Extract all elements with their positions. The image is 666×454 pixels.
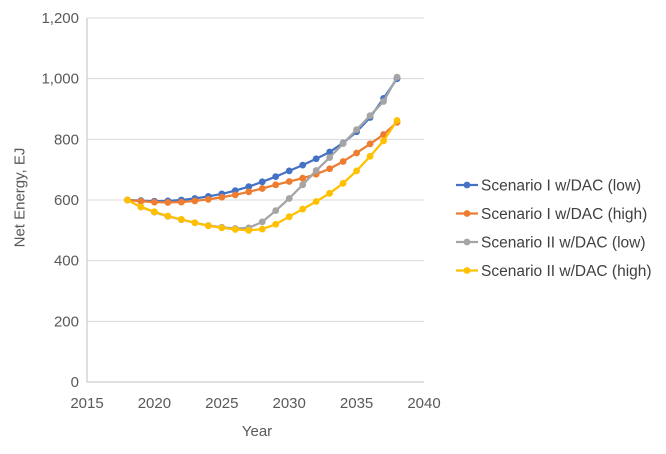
series-marker-scenario-ii-w-dac-high-2038 [393,117,401,124]
series-marker-scenario-i-w-dac-high-2024 [204,195,212,203]
series-marker-scenario-i-w-dac-high-2028 [258,185,266,192]
series-marker-scenario-ii-w-dac-high-2029 [272,220,280,228]
series-marker-scenario-ii-w-dac-high-2033 [326,189,334,197]
series-marker-scenario-i-w-dac-high-2021 [164,199,172,206]
x-tick-label-2030: 2030 [273,395,306,412]
y-tick-label-400: 400 [54,253,79,270]
series-marker-scenario-ii-w-dac-high-2027 [245,226,253,234]
series-marker-scenario-ii-w-dac-low-2028 [258,218,266,226]
series-marker-scenario-i-w-dac-low-2028 [258,178,266,186]
legend-label-scenario-i-w-dac-high: Scenario I w/DAC (high) [481,206,647,223]
series-marker-scenario-ii-w-dac-low-2035 [353,126,360,134]
series-marker-scenario-ii-w-dac-low-2034 [339,140,347,147]
series-marker-scenario-i-w-dac-high-2026 [231,191,239,199]
series-marker-scenario-ii-w-dac-high-2030 [285,213,293,221]
series-marker-scenario-ii-w-dac-high-2018 [124,196,131,204]
series-marker-scenario-i-w-dac-high-2022 [177,198,185,206]
series-marker-scenario-ii-w-dac-low-2037 [380,98,387,105]
series-marker-scenario-i-w-dac-high-2031 [299,174,307,182]
series-marker-scenario-i-w-dac-high-2036 [366,140,374,148]
series-marker-scenario-i-w-dac-high-2034 [339,158,347,165]
series-marker-scenario-i-w-dac-high-2023 [191,197,199,205]
series-marker-scenario-ii-w-dac-low-2032 [312,167,320,174]
series-marker-scenario-i-w-dac-high-2030 [285,178,293,185]
series-marker-scenario-i-w-dac-high-2019 [137,197,145,205]
series-marker-scenario-ii-w-dac-low-2038 [393,73,401,81]
y-tick-label-600: 600 [54,192,79,209]
legend-label-scenario-ii-w-dac-high: Scenario II w/DAC (high) [481,263,652,280]
legend-label-scenario-i-w-dac-low: Scenario I w/DAC (low) [481,178,641,195]
legend-item-scenario-ii-w-dac-high: Scenario II w/DAC (high) [456,263,652,280]
series-marker-scenario-ii-w-dac-high-2024 [204,222,212,230]
series-marker-scenario-ii-w-dac-low-2036 [366,112,374,120]
legend-item-scenario-ii-w-dac-low: Scenario II w/DAC (low) [456,235,646,252]
x-axis-title: Year [241,423,273,440]
series-marker-scenario-ii-w-dac-low-2030 [285,195,293,202]
x-tick-label-2015: 2015 [70,395,103,412]
series-marker-scenario-ii-w-dac-high-2022 [177,216,185,223]
legend-marker-dot-scenario-ii-w-dac-low [463,238,471,246]
series-marker-scenario-i-w-dac-low-2032 [312,155,320,163]
series-marker-scenario-i-w-dac-high-2037 [380,131,387,138]
series-marker-scenario-ii-w-dac-high-2023 [191,219,199,227]
series-marker-scenario-i-w-dac-high-2033 [326,165,334,173]
series-marker-scenario-ii-w-dac-high-2037 [380,137,387,145]
y-tick-label-200: 200 [54,313,79,330]
series-marker-scenario-ii-w-dac-high-2020 [151,208,158,216]
legend-marker-dot-scenario-ii-w-dac-high [463,267,471,274]
y-axis-title: Net Energy, EJ [11,147,29,248]
y-tick-label-1,200: 1,200 [41,10,79,27]
series-marker-scenario-i-w-dac-high-2029 [272,181,280,189]
series-marker-scenario-ii-w-dac-high-2031 [299,205,307,213]
series-marker-scenario-i-w-dac-high-2025 [218,193,226,201]
series-marker-scenario-ii-w-dac-high-2026 [231,226,239,233]
y-tick-label-1,000: 1,000 [41,71,79,88]
series-marker-scenario-ii-w-dac-high-2034 [339,179,347,187]
x-tick-label-2025: 2025 [205,395,238,412]
legend-marker-dot-scenario-i-w-dac-low [463,181,471,189]
series-marker-scenario-ii-w-dac-high-2019 [137,203,145,211]
series-marker-scenario-i-w-dac-low-2033 [326,148,334,156]
legend-item-scenario-i-w-dac-high: Scenario I w/DAC (high) [456,206,647,223]
series-marker-scenario-i-w-dac-high-2035 [353,149,360,157]
series-marker-scenario-ii-w-dac-high-2021 [164,212,172,220]
series-marker-scenario-ii-w-dac-low-2033 [326,154,334,161]
y-tick-label-0: 0 [71,374,79,391]
series-marker-scenario-ii-w-dac-low-2031 [299,181,307,189]
series-marker-scenario-i-w-dac-low-2031 [299,161,307,169]
x-tick-label-2040: 2040 [407,395,440,412]
legend-item-scenario-i-w-dac-low: Scenario I w/DAC (low) [456,178,641,195]
series-marker-scenario-i-w-dac-low-2030 [285,167,293,175]
series-marker-scenario-i-w-dac-high-2020 [151,198,158,206]
legend-marker-dot-scenario-i-w-dac-high [463,210,471,217]
series-marker-scenario-ii-w-dac-high-2036 [366,152,374,160]
legend-label-scenario-ii-w-dac-low: Scenario II w/DAC (low) [481,235,646,252]
series-marker-scenario-ii-w-dac-low-2029 [272,207,280,215]
series-marker-scenario-ii-w-dac-high-2032 [312,198,320,205]
series-marker-scenario-i-w-dac-low-2029 [272,173,280,181]
y-tick-label-800: 800 [54,131,79,148]
series-marker-scenario-ii-w-dac-high-2035 [353,167,360,175]
series-marker-scenario-ii-w-dac-high-2028 [258,225,266,233]
x-tick-label-2035: 2035 [340,395,373,412]
series-marker-scenario-i-w-dac-low-2027 [245,183,253,191]
x-tick-label-2020: 2020 [138,395,171,412]
series-marker-scenario-ii-w-dac-high-2025 [218,224,226,232]
series-marker-scenario-i-w-dac-high-2027 [245,188,253,196]
